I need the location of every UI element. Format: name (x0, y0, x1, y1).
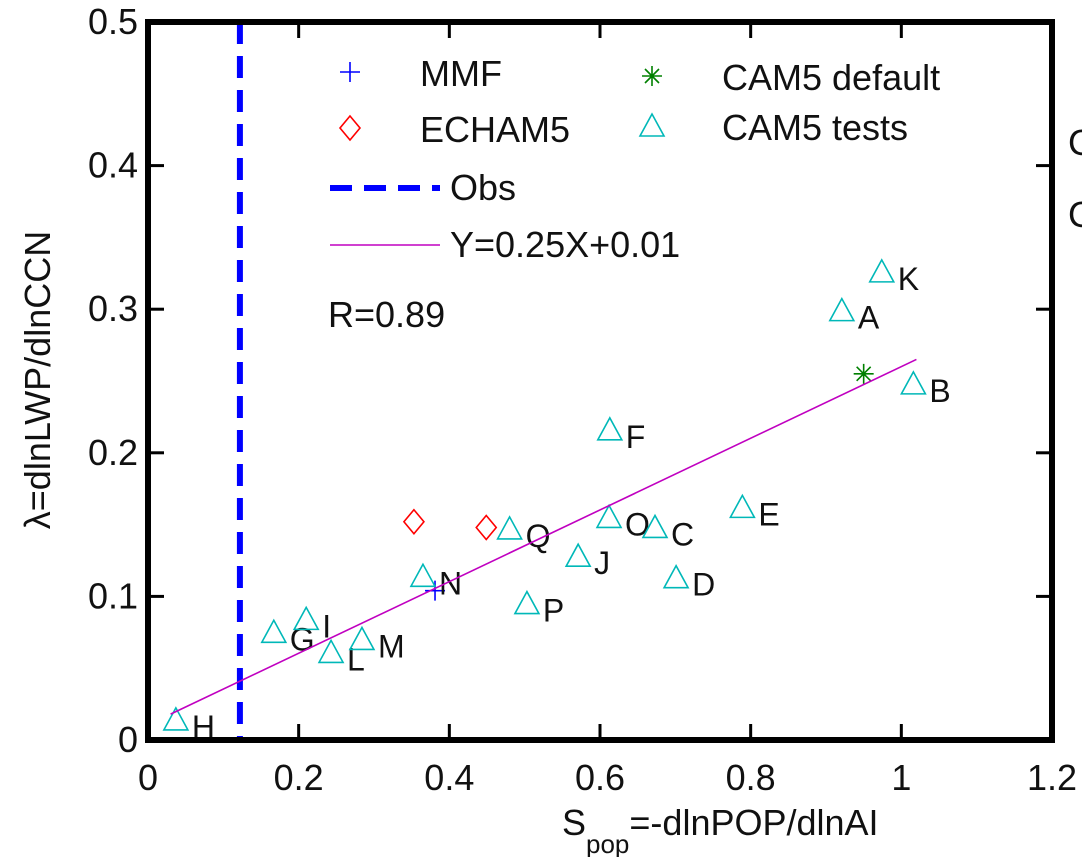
x-tick-label: 0.8 (726, 757, 776, 798)
annotation: R=0.89 (328, 294, 445, 335)
triangle-marker (638, 112, 666, 137)
asterisk-marker (642, 66, 662, 86)
triangle-marker (409, 562, 437, 588)
triangle-marker (868, 258, 896, 283)
diamond-marker (402, 508, 425, 535)
triangle-marker (662, 564, 690, 589)
point-label: M (378, 628, 405, 664)
point-label: D (692, 567, 715, 603)
triangle-marker (900, 370, 927, 395)
point-label: E (758, 496, 779, 532)
y-axis-label: λ=dlnLWP/dlnCCN (17, 231, 58, 529)
point-label: H (192, 709, 215, 745)
triangle-marker (595, 503, 623, 529)
x-tick-label: 0.6 (575, 757, 625, 798)
point-label: C (671, 516, 694, 552)
triangle-marker (828, 296, 856, 322)
x-label-main: S (562, 802, 586, 843)
triangle-marker (348, 625, 376, 651)
point-label: O (625, 506, 650, 542)
point-label: L (347, 641, 365, 677)
x-tick-label: 0.2 (274, 757, 324, 798)
point-label: I (322, 608, 331, 644)
triangle-marker (641, 513, 669, 539)
triangle-marker (496, 515, 523, 540)
triangle-marker (513, 589, 541, 615)
triangle-marker (162, 706, 190, 731)
triangle-marker (292, 605, 320, 631)
legend-label: CAM5 tests (722, 107, 908, 148)
x-label-rest: =-dlnPOP/dlnAI (629, 802, 878, 843)
legend-label: MMF (420, 53, 502, 94)
fit-line (170, 358, 917, 715)
point-label: F (626, 419, 646, 455)
y-tick-label: 0.4 (88, 145, 138, 186)
y-tick-label: 0.3 (88, 288, 138, 329)
y-tick-label: 0 (118, 719, 138, 760)
point-label: A (858, 300, 880, 336)
x-tick-label: 0 (138, 757, 158, 798)
plot-frame (145, 19, 1055, 743)
diamond-marker (475, 514, 498, 541)
triangle-marker (596, 416, 624, 441)
plus-marker (425, 580, 446, 601)
x-tick-label: 1 (891, 757, 911, 798)
x-tick-label: 0.4 (424, 757, 474, 798)
y-tick-label: 0.1 (88, 575, 138, 616)
triangle-marker (317, 638, 345, 664)
legend-label: CAM5 default (722, 57, 940, 98)
point-label: J (594, 545, 610, 581)
y-tick-label: 0.2 (88, 432, 138, 473)
y-tick-label: 0.5 (88, 1, 138, 42)
legend-label: ECHAM5 (420, 109, 570, 150)
asterisk-marker (853, 363, 874, 384)
legend-label: Y=0.25X+0.01 (450, 224, 680, 265)
point-label: P (543, 593, 564, 629)
triangle-marker (729, 493, 756, 519)
plus-marker (340, 62, 360, 82)
x-axis-label: Spop=-dlnPOP/dlnAI (562, 802, 879, 857)
point-label: N (439, 565, 462, 601)
triangle-marker (564, 542, 592, 567)
x-tick-label: 1.2 (1027, 757, 1077, 798)
triangle-marker (260, 618, 288, 644)
x-label-sub: pop (586, 829, 629, 857)
legend-label: Obs (450, 167, 516, 208)
diamond-marker (338, 114, 362, 142)
side-text: C (1068, 122, 1082, 163)
point-label: B (929, 373, 950, 409)
side-text: C (1068, 194, 1082, 235)
point-label: K (898, 261, 919, 297)
